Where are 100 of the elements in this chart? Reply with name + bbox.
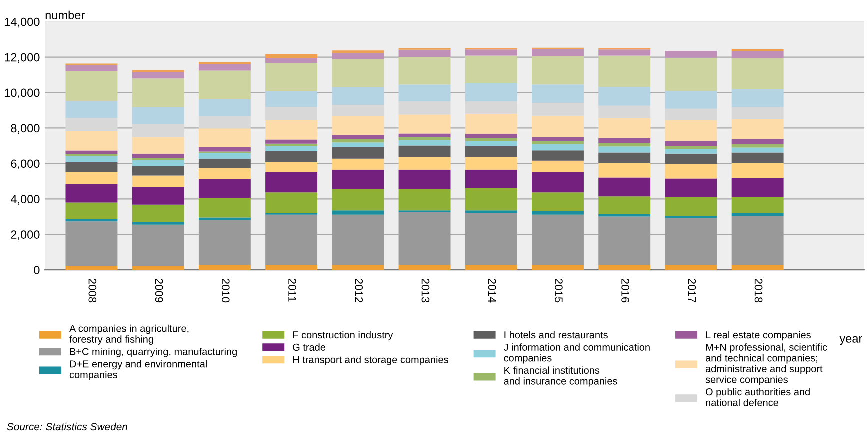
bar — [598, 196, 651, 214]
bar — [198, 70, 251, 100]
bar — [532, 84, 584, 104]
x-axis-title: year — [840, 336, 862, 346]
bar — [198, 220, 251, 266]
bar — [332, 158, 384, 170]
bar — [532, 116, 584, 138]
y-tick-label: 12,000 — [5, 53, 40, 64]
bar — [732, 265, 784, 270]
bar — [198, 100, 251, 116]
x-tick-label: 2013 — [422, 278, 430, 303]
bar — [132, 107, 184, 124]
bar — [332, 87, 384, 105]
bar — [66, 101, 118, 118]
bar — [398, 157, 451, 170]
bar — [532, 142, 584, 144]
bar — [598, 50, 651, 56]
bar — [66, 202, 118, 220]
legend-label: D+E energy and environmental companies — [70, 360, 207, 380]
bar — [332, 189, 384, 211]
bar — [398, 134, 451, 138]
bar — [132, 160, 184, 166]
bar — [598, 178, 651, 197]
bar — [532, 50, 584, 56]
bar — [132, 204, 184, 223]
bar — [332, 148, 384, 159]
x-tick-label: 2017 — [688, 278, 696, 303]
bar — [398, 265, 451, 270]
bar — [598, 56, 651, 88]
y-tick-label: 10,000 — [5, 88, 40, 99]
bar — [198, 168, 251, 180]
bar — [132, 176, 184, 188]
bar — [66, 131, 118, 151]
bar — [66, 156, 118, 162]
bar — [198, 148, 251, 152]
bar — [732, 163, 784, 178]
bar — [266, 91, 318, 108]
bar — [398, 137, 451, 140]
bar — [732, 107, 784, 120]
bar — [266, 146, 318, 152]
bar — [598, 106, 651, 118]
bar — [132, 166, 184, 176]
bar — [332, 134, 384, 140]
bar — [132, 72, 184, 79]
y-axis-title: number — [46, 10, 85, 20]
bar — [532, 137, 584, 142]
bar — [665, 91, 718, 109]
bar — [398, 212, 451, 266]
bar — [132, 266, 184, 270]
bar — [266, 107, 318, 120]
bar — [532, 214, 584, 266]
bar — [665, 178, 718, 198]
bar — [198, 179, 251, 198]
legend-label: L real estate companies — [706, 331, 811, 341]
bar — [665, 164, 718, 179]
y-tick-label: 14,000 — [5, 18, 40, 28]
bar — [665, 51, 718, 58]
bar — [398, 50, 451, 58]
bar — [465, 83, 518, 102]
bar — [66, 184, 118, 203]
bar — [665, 216, 718, 218]
x-tick-label: 2015 — [555, 278, 563, 303]
bar — [665, 108, 718, 120]
bar — [198, 64, 251, 71]
x-tick-label: 2011 — [288, 278, 296, 302]
bar — [398, 101, 451, 115]
legend-label: B+C mining, quarrying, manufacturing — [70, 348, 237, 358]
bar — [266, 140, 318, 144]
bar — [398, 84, 451, 102]
bar — [198, 116, 251, 129]
bar — [732, 139, 784, 144]
bar — [732, 148, 784, 153]
bar — [332, 265, 384, 270]
bar — [332, 142, 384, 148]
legend-label: J information and communication companies — [504, 344, 650, 364]
bar — [198, 153, 251, 160]
bar — [598, 265, 651, 270]
bar — [132, 137, 184, 154]
bar — [532, 150, 584, 161]
bar — [598, 138, 651, 144]
bar — [332, 116, 384, 135]
bar — [598, 216, 651, 266]
bar — [398, 140, 451, 146]
bar — [332, 53, 384, 60]
bar — [266, 192, 318, 214]
bar — [66, 71, 118, 102]
bar — [266, 265, 318, 270]
bar — [465, 138, 518, 142]
bar — [266, 151, 318, 162]
bar — [532, 103, 584, 116]
bar — [66, 266, 118, 270]
bar — [465, 265, 518, 270]
bar — [532, 160, 584, 173]
legend-label: I hotels and restaurants — [504, 331, 608, 339]
bar — [198, 265, 251, 270]
bar — [732, 178, 784, 198]
bar — [732, 213, 784, 216]
bar — [198, 128, 251, 148]
bar — [132, 78, 184, 108]
bar — [266, 54, 318, 59]
